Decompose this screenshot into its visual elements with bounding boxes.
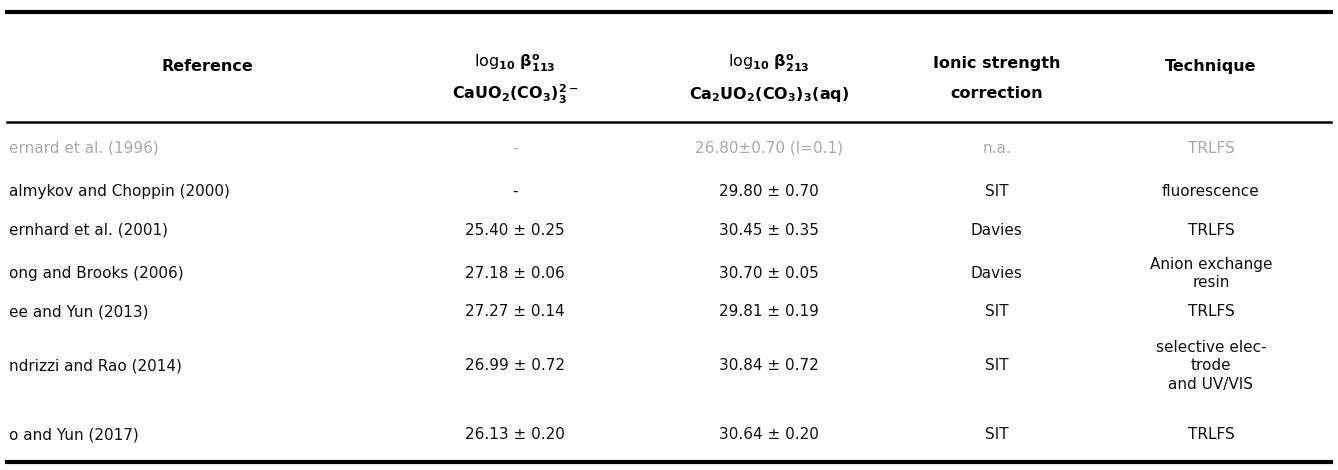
Text: $\mathbf{CaUO_2(CO_3)_3^{2-}}$: $\mathbf{CaUO_2(CO_3)_3^{2-}}$ xyxy=(452,82,578,106)
Text: 26.13 ± 0.20: 26.13 ± 0.20 xyxy=(466,427,565,442)
Text: 30.84 ± 0.72: 30.84 ± 0.72 xyxy=(720,358,819,373)
Text: SIT: SIT xyxy=(985,304,1009,319)
Text: TRLFS: TRLFS xyxy=(1188,223,1234,238)
Text: Anion exchange
resin: Anion exchange resin xyxy=(1149,257,1272,290)
Text: SIT: SIT xyxy=(985,358,1009,373)
Text: TRLFS: TRLFS xyxy=(1188,427,1234,442)
Text: n.a.: n.a. xyxy=(982,141,1012,156)
Text: ndrizzi and Rao (2014): ndrizzi and Rao (2014) xyxy=(9,358,182,373)
Text: 29.81 ± 0.19: 29.81 ± 0.19 xyxy=(720,304,819,319)
Text: $\mathbf{\log_{10}\,\beta^o_{213}}$: $\mathbf{\log_{10}\,\beta^o_{213}}$ xyxy=(728,53,811,74)
Text: TRLFS: TRLFS xyxy=(1188,141,1234,156)
Text: TRLFS: TRLFS xyxy=(1188,304,1234,319)
Text: 30.45 ± 0.35: 30.45 ± 0.35 xyxy=(720,223,819,238)
Text: ong and Brooks (2006): ong and Brooks (2006) xyxy=(9,266,185,281)
Text: 26.80±0.70 (I=0.1): 26.80±0.70 (I=0.1) xyxy=(696,141,843,156)
Text: 30.64 ± 0.20: 30.64 ± 0.20 xyxy=(720,427,819,442)
Text: o and Yun (2017): o and Yun (2017) xyxy=(9,427,139,442)
Text: almykov and Choppin (2000): almykov and Choppin (2000) xyxy=(9,184,230,199)
Text: SIT: SIT xyxy=(985,184,1009,199)
Text: 30.70 ± 0.05: 30.70 ± 0.05 xyxy=(720,266,819,281)
Text: Davies: Davies xyxy=(971,266,1022,281)
Text: fluorescence: fluorescence xyxy=(1161,184,1260,199)
Text: selective elec-
trode
and UV/VIS: selective elec- trode and UV/VIS xyxy=(1156,339,1266,392)
Text: ernhard et al. (2001): ernhard et al. (2001) xyxy=(9,223,169,238)
Text: ernard et al. (1996): ernard et al. (1996) xyxy=(9,141,159,156)
Text: $\mathbf{\log_{10}\,\beta^o_{113}}$: $\mathbf{\log_{10}\,\beta^o_{113}}$ xyxy=(474,53,557,74)
Text: Ionic strength: Ionic strength xyxy=(933,56,1061,71)
Text: 25.40 ± 0.25: 25.40 ± 0.25 xyxy=(466,223,565,238)
Text: 27.27 ± 0.14: 27.27 ± 0.14 xyxy=(466,304,565,319)
Text: -: - xyxy=(512,141,518,156)
Text: SIT: SIT xyxy=(985,427,1009,442)
Text: 26.99 ± 0.72: 26.99 ± 0.72 xyxy=(466,358,565,373)
Text: correction: correction xyxy=(950,86,1044,102)
Text: Technique: Technique xyxy=(1165,60,1256,74)
Text: Reference: Reference xyxy=(162,60,253,74)
Text: 27.18 ± 0.06: 27.18 ± 0.06 xyxy=(466,266,565,281)
Text: 29.80 ± 0.70: 29.80 ± 0.70 xyxy=(720,184,819,199)
Text: ee and Yun (2013): ee and Yun (2013) xyxy=(9,304,149,319)
Text: -: - xyxy=(512,184,518,199)
Text: $\mathbf{Ca_2UO_2(CO_3)_3(aq)}$: $\mathbf{Ca_2UO_2(CO_3)_3(aq)}$ xyxy=(689,85,850,103)
Text: Davies: Davies xyxy=(971,223,1022,238)
